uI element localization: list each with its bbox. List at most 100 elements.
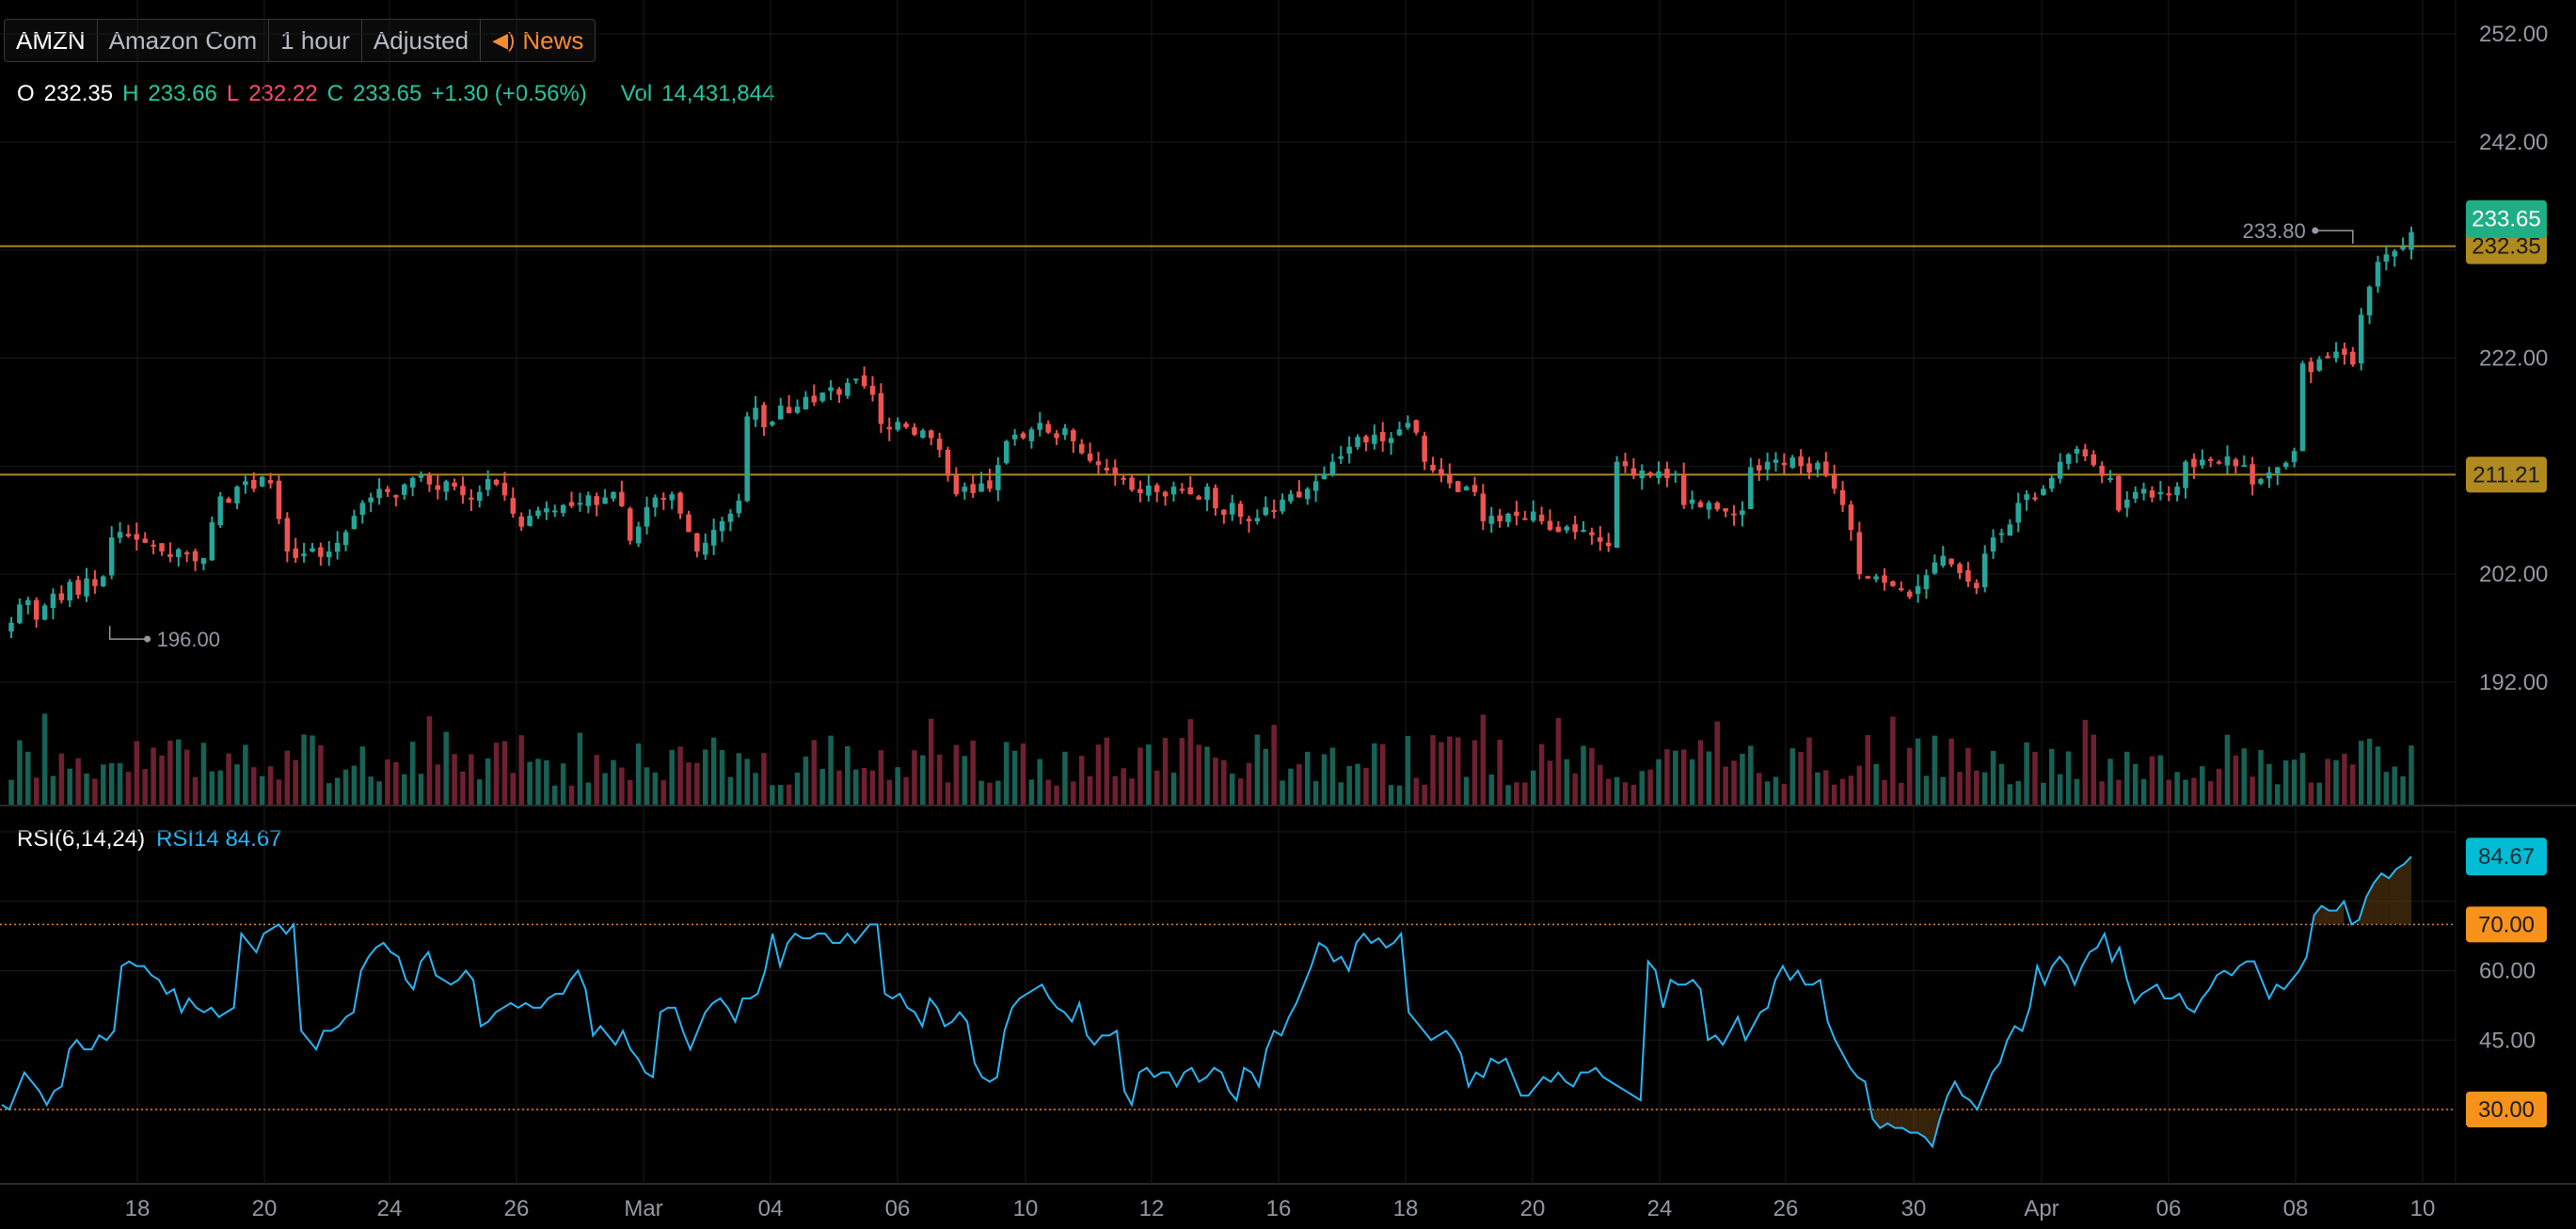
volume-bar	[1312, 781, 1319, 805]
volume-bars	[8, 713, 2414, 805]
candle-body	[568, 502, 575, 506]
candle-body	[1581, 530, 1586, 533]
volume-bar	[108, 762, 115, 805]
volume-bar	[895, 767, 900, 805]
volume-bar	[402, 774, 407, 805]
symbol-selector[interactable]: AMZN	[5, 20, 98, 61]
news-button[interactable]: ◀︎) News	[481, 20, 595, 61]
candle-body	[1873, 576, 1879, 580]
candle-body	[25, 599, 31, 605]
candle-body	[1906, 591, 1913, 598]
candle-body	[577, 503, 583, 505]
candle-body	[2375, 262, 2381, 287]
candle-body	[2258, 479, 2264, 484]
candle-body	[1882, 575, 1887, 583]
volume-bar	[1296, 764, 1302, 805]
news-label: News	[522, 26, 584, 55]
volume-bar	[1396, 785, 1403, 805]
volume-bar	[1572, 773, 1578, 805]
volume-bar	[1121, 768, 1126, 805]
candle-body	[761, 405, 767, 427]
volume-bar	[1187, 719, 1194, 805]
candle-body	[2241, 465, 2247, 468]
volume-bar	[845, 745, 851, 805]
volume-bar	[1882, 779, 1887, 805]
volume-bar	[385, 758, 390, 805]
volume-bar	[2057, 774, 2063, 805]
candle-body	[2282, 462, 2289, 468]
volume-bar	[209, 771, 215, 805]
candle-body	[1196, 496, 1201, 500]
volume-bar	[159, 755, 165, 805]
candle-body	[125, 534, 132, 536]
volume-bar	[1740, 754, 1745, 805]
volume-bar	[1363, 767, 1369, 805]
volume-bar	[1346, 765, 1352, 805]
candle-body	[1020, 433, 1026, 439]
candle-body	[259, 476, 265, 487]
volume-bar	[686, 762, 692, 805]
volume-bar	[1906, 747, 1913, 805]
volume-bar	[2375, 746, 2381, 805]
candle-body	[326, 551, 332, 558]
volume-bar	[501, 741, 508, 805]
candle-body	[1430, 464, 1436, 471]
x-tick-label: 06	[885, 1196, 911, 1221]
candle-body	[619, 491, 625, 506]
candle-body	[1856, 532, 1863, 575]
volume-bar	[719, 750, 725, 805]
volume-bar	[1263, 748, 1269, 805]
volume-bar	[1856, 765, 1863, 805]
candle-body	[1647, 472, 1653, 476]
volume-bar	[953, 744, 960, 805]
volume-bar	[284, 750, 291, 805]
volume-bar	[1689, 758, 1695, 805]
volume-bar	[619, 767, 625, 805]
candle-body	[2065, 454, 2072, 464]
candle-body	[108, 537, 115, 576]
candle-body	[1614, 461, 1620, 549]
volume-bar	[1338, 782, 1344, 805]
volume-bar	[1815, 772, 1821, 805]
volume-bar	[2049, 748, 2055, 805]
volume-bar	[243, 744, 248, 805]
candle-body	[1497, 515, 1503, 521]
candle-body	[501, 483, 508, 496]
y-tick-label: 202.00	[2479, 562, 2548, 587]
interval-selector[interactable]: 1 hour	[269, 20, 362, 61]
candle-body	[2358, 314, 2364, 364]
rsi-overbought-fill	[2366, 883, 2375, 925]
volume-bar	[1146, 744, 1152, 805]
candle-body	[359, 503, 366, 516]
candle-body	[1187, 487, 1194, 495]
low-annotation-label: 196.00	[157, 628, 220, 651]
volume-bar	[1028, 779, 1035, 805]
volume-bar	[886, 779, 893, 805]
rsi-indicator-name[interactable]: RSI(6,14,24)	[17, 826, 146, 852]
volume-bar	[418, 774, 424, 805]
volume-bar	[1422, 784, 1427, 805]
candle-body	[209, 522, 215, 561]
candle-body	[2299, 363, 2306, 452]
volume-bar	[694, 762, 700, 805]
volume-bar	[435, 764, 441, 805]
volume-bar	[1806, 737, 1812, 805]
candle-body	[2099, 465, 2105, 476]
candle-body	[794, 407, 801, 413]
company-name[interactable]: Amazon Com	[98, 20, 270, 61]
candle-body	[2342, 348, 2347, 356]
candle-body	[1639, 470, 1646, 479]
volume-bar	[644, 767, 650, 805]
volume-bar	[669, 749, 675, 805]
candle-body	[1673, 473, 1678, 476]
volume-bar	[1497, 740, 1503, 805]
volume-bar	[234, 764, 240, 805]
candle-body	[2275, 467, 2281, 474]
candle-body	[1815, 462, 1821, 470]
candle-body	[510, 498, 517, 514]
candle-body	[1422, 436, 1427, 462]
candle-body	[1263, 506, 1269, 516]
volume-bar	[1221, 759, 1227, 805]
candle-body	[1572, 524, 1578, 533]
